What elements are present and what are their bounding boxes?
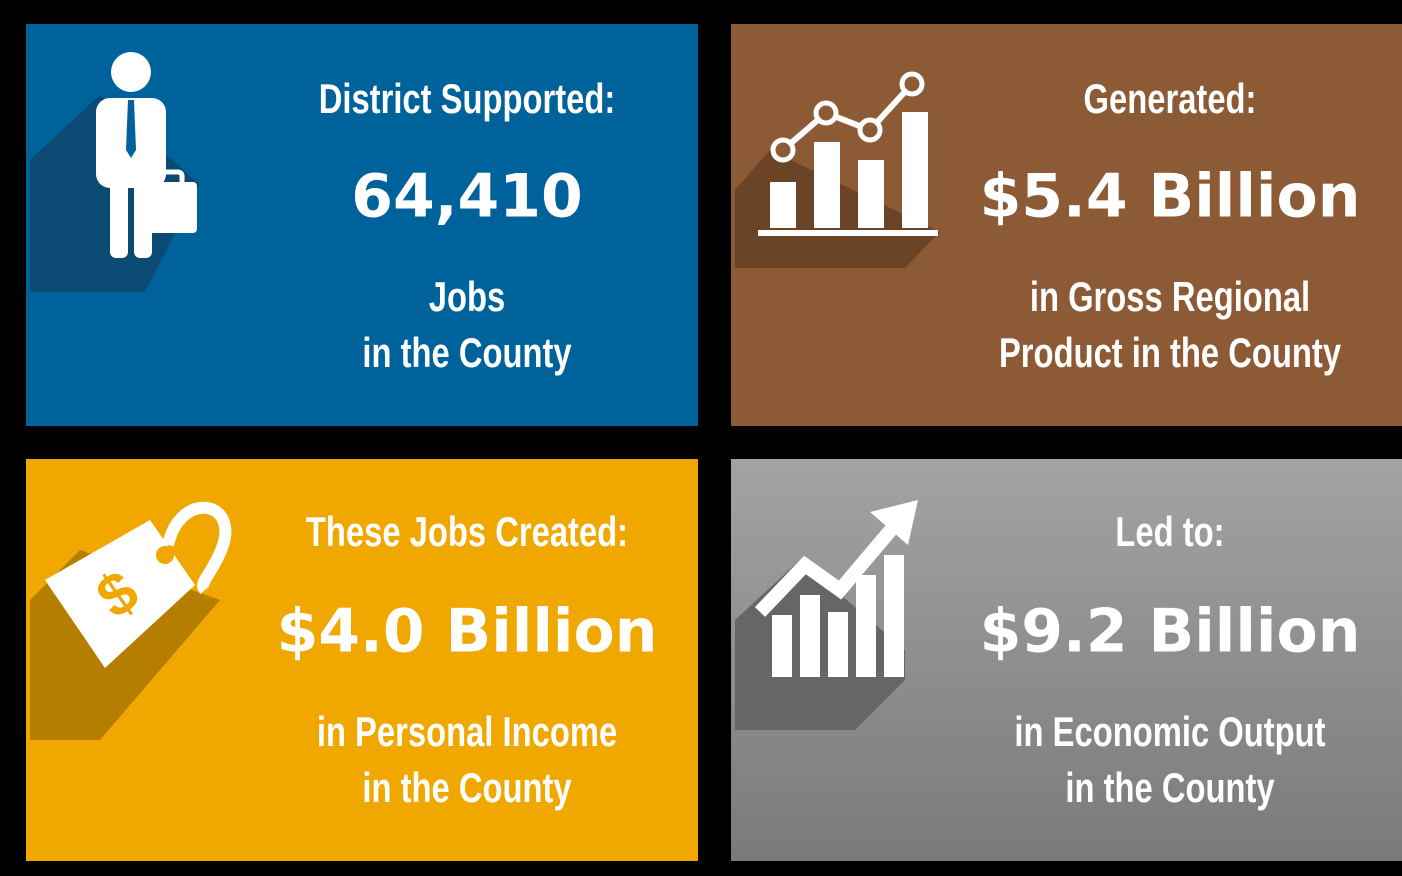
- icon-growth-chart: [754, 500, 918, 677]
- heading: Led to:: [1115, 508, 1224, 555]
- heading: Generated:: [1084, 75, 1257, 122]
- caption-line: in Personal Income: [317, 708, 617, 755]
- caption-line: in Gross Regional: [1030, 273, 1310, 320]
- figure: 64,410: [351, 162, 583, 232]
- heading: These Jobs Created:: [306, 508, 628, 555]
- figure: $4.0 Billion: [277, 597, 658, 667]
- caption-line: in the County: [362, 329, 571, 376]
- icon-person: [96, 52, 197, 258]
- figure: $5.4 Billion: [980, 162, 1361, 232]
- tile-grp: Generated: $5.4 Billion in Gross Regiona…: [731, 24, 1402, 426]
- caption-line: in the County: [362, 764, 571, 811]
- tile-output: Led to: $9.2 Billion in Economic Output …: [731, 459, 1402, 861]
- caption-line: Product in the County: [999, 329, 1341, 376]
- caption-line: in the County: [1065, 764, 1274, 811]
- icon-bar-chart: [758, 71, 938, 236]
- heading: District Supported:: [319, 75, 616, 122]
- figure: $9.2 Billion: [980, 597, 1361, 667]
- tile-income: $ These Jobs Created: $4.0 Billion in Pe…: [26, 459, 698, 861]
- tile-jobs: District Supported: 64,410 Jobs in the C…: [26, 24, 698, 426]
- icon-price-tag: $: [45, 501, 232, 668]
- caption-line: Jobs: [429, 273, 505, 320]
- caption-line: in Economic Output: [1014, 708, 1326, 755]
